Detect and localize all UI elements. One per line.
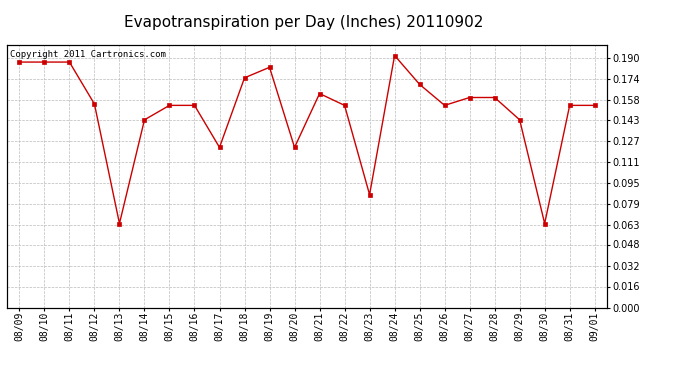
Text: Copyright 2011 Cartronics.com: Copyright 2011 Cartronics.com <box>10 50 166 59</box>
Text: Evapotranspiration per Day (Inches) 20110902: Evapotranspiration per Day (Inches) 2011… <box>124 15 483 30</box>
